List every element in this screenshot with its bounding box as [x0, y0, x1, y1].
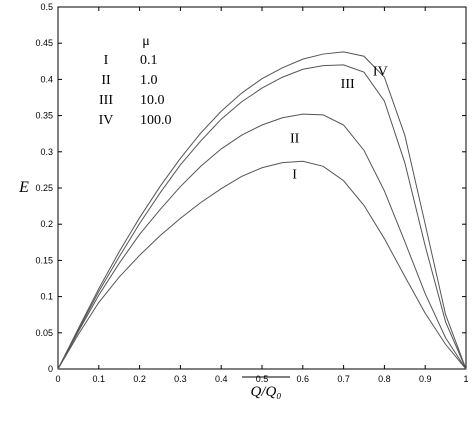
legend-value-4: 100.0	[140, 113, 172, 128]
curve-label-i: I	[292, 168, 297, 183]
y-tick-label: 0.45	[35, 38, 53, 48]
legend-label-1: I	[104, 53, 109, 68]
y-tick-label: 0.4	[40, 74, 53, 84]
legend-value-3: 10.0	[140, 93, 165, 108]
x-tick-label: 0.1	[93, 374, 106, 384]
x-tick-label: 0.8	[378, 374, 391, 384]
y-tick-label: 0.1	[40, 292, 53, 302]
x-axis-label: Q/Q₀	[250, 384, 281, 400]
y-tick-label: 0.05	[35, 328, 53, 338]
x-tick-label: 0.2	[133, 374, 146, 384]
curve-label-ii: II	[290, 131, 300, 146]
x-tick-label: 0.5	[256, 374, 269, 384]
y-axis: 0 0.05 0.1 0.15 0.2 0.25 0.3 0.35 0.4 0.45 0.5	[35, 2, 466, 374]
legend: μ I 0.1 II 1.0 III 10.0 IV 100.0	[99, 34, 172, 128]
x-tick-label: 0	[55, 374, 60, 384]
legend-label-2: II	[101, 73, 111, 88]
legend-header: μ	[142, 34, 150, 49]
x-tick-label: 0.6	[297, 374, 310, 384]
curve-iv	[57, 51, 467, 370]
plot-area-frame	[57, 6, 467, 370]
legend-value-2: 1.0	[140, 73, 158, 88]
legend-label-4: IV	[99, 113, 114, 128]
y-tick-label: 0.35	[35, 111, 53, 121]
y-tick-label: 0.15	[35, 255, 53, 265]
y-tick-label: 0.5	[40, 2, 53, 12]
curve-label-iii: III	[341, 77, 355, 92]
curve-ii	[57, 113, 467, 370]
y-axis-label: E	[18, 179, 29, 196]
y-tick-label: 0.25	[35, 183, 53, 193]
curve-i	[57, 160, 467, 370]
x-tick-label: 0.7	[337, 374, 350, 384]
x-tick-label: 0.4	[215, 374, 228, 384]
y-tick-label: 0	[48, 364, 53, 374]
y-tick-label: 0.3	[40, 147, 53, 157]
legend-label-3: III	[99, 93, 113, 108]
curves	[57, 51, 467, 370]
curve-label-iv: IV	[373, 65, 388, 80]
x-tick-label: 0.9	[419, 374, 432, 384]
x-tick-label: 0.3	[174, 374, 187, 384]
legend-value-1: 0.1	[140, 53, 158, 68]
y-tick-label: 0.2	[40, 219, 53, 229]
x-tick-label: 1	[463, 374, 468, 384]
x-axis: 0 0.1 0.2 0.3 0.4 0.5 0.6 0.7 0.8 0.9 1	[55, 7, 469, 384]
curve-iii	[57, 64, 467, 370]
